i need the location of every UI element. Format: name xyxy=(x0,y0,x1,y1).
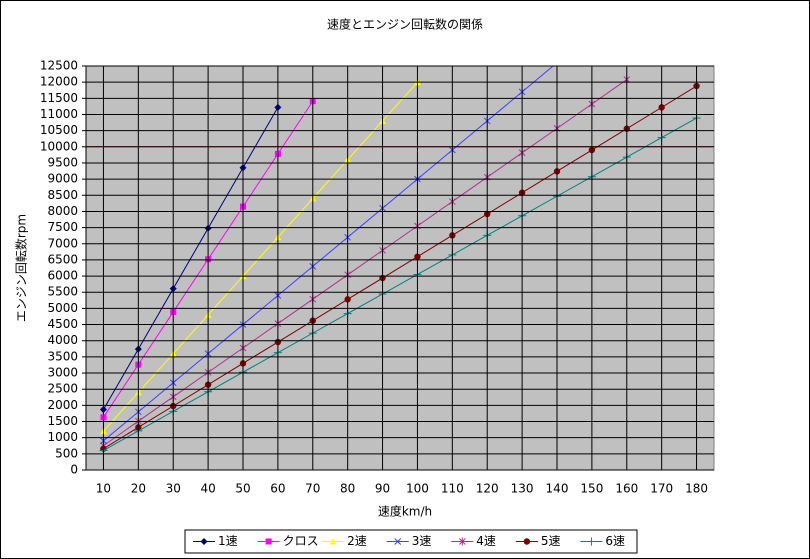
y-tick-label: 4000 xyxy=(47,333,78,347)
y-tick-label: 9500 xyxy=(47,155,78,169)
y-tick-label: 5500 xyxy=(47,285,78,299)
legend-marker xyxy=(458,537,466,546)
y-tick-label: 8500 xyxy=(47,188,78,202)
x-tick-label: 20 xyxy=(131,482,146,496)
legend-marker xyxy=(394,538,402,545)
legend-label: 3速 xyxy=(412,534,432,548)
y-tick-label: 1000 xyxy=(47,430,78,444)
x-tick-label: 180 xyxy=(685,482,708,496)
y-tick-label: 11500 xyxy=(40,91,78,105)
y-tick-label: 7500 xyxy=(47,220,78,234)
legend-label: 6速 xyxy=(605,534,625,548)
legend-label: 1速 xyxy=(218,534,238,548)
x-tick-label: 130 xyxy=(511,482,534,496)
y-tick-label: 12500 xyxy=(40,59,78,73)
legend-marker xyxy=(523,538,531,545)
x-tick-label: 170 xyxy=(650,482,673,496)
y-tick-label: 2500 xyxy=(47,382,78,396)
legend-label: 2速 xyxy=(347,534,367,548)
x-tick-label: 50 xyxy=(235,482,250,496)
y-tick-label: 11000 xyxy=(40,107,78,121)
y-axis-title: エンジン回転数rpm xyxy=(14,214,29,322)
x-tick-label: 30 xyxy=(166,482,181,496)
y-tick-label: 500 xyxy=(55,446,78,460)
x-tick-label: 70 xyxy=(305,482,320,496)
series-line xyxy=(103,117,697,451)
y-tick-label: 2000 xyxy=(47,398,78,412)
x-tick-label: 150 xyxy=(580,482,603,496)
y-tick-label: 3500 xyxy=(47,349,78,363)
chart-title: 速度とエンジン回転数の関係 xyxy=(327,17,483,32)
x-tick-label: 40 xyxy=(200,482,215,496)
legend-marker xyxy=(329,538,337,545)
plot-area xyxy=(85,65,715,471)
y-tick-label: 12000 xyxy=(40,75,78,89)
legend-label: クロス xyxy=(283,534,319,548)
y-tick-label: 5000 xyxy=(47,301,78,315)
y-tick-label: 6500 xyxy=(47,252,78,266)
x-tick-label: 120 xyxy=(476,482,499,496)
x-tick-label: 100 xyxy=(406,482,429,496)
y-tick-label: 1500 xyxy=(47,414,78,428)
x-tick-label: 160 xyxy=(615,482,638,496)
y-tick-label: 0 xyxy=(70,463,78,477)
legend-marker xyxy=(587,537,596,546)
x-tick-label: 80 xyxy=(340,482,355,496)
y-tick-label: 7000 xyxy=(47,236,78,250)
y-tick-label: 10500 xyxy=(40,123,78,137)
y-tick-label: 6000 xyxy=(47,269,78,283)
legend-label: 5速 xyxy=(541,534,561,548)
y-tick-label: 10000 xyxy=(40,139,78,153)
legend-box xyxy=(184,529,638,554)
y-tick-label: 3000 xyxy=(47,366,78,380)
x-tick-label: 10 xyxy=(96,482,111,496)
y-tick-label: 9000 xyxy=(47,172,78,186)
x-tick-label: 60 xyxy=(270,482,285,496)
x-axis-title: 速度km/h xyxy=(378,504,432,519)
y-tick-label: 4500 xyxy=(47,317,78,331)
series-line xyxy=(103,66,554,442)
series-line xyxy=(103,79,628,447)
legend-label: 4速 xyxy=(476,534,496,548)
x-tick-label: 140 xyxy=(546,482,569,496)
legend-marker xyxy=(200,538,208,545)
legend-marker xyxy=(265,538,272,545)
y-tick-label: 8000 xyxy=(47,204,78,218)
series-line xyxy=(103,107,279,410)
x-tick-label: 90 xyxy=(375,482,390,496)
x-tick-label: 110 xyxy=(441,482,464,496)
